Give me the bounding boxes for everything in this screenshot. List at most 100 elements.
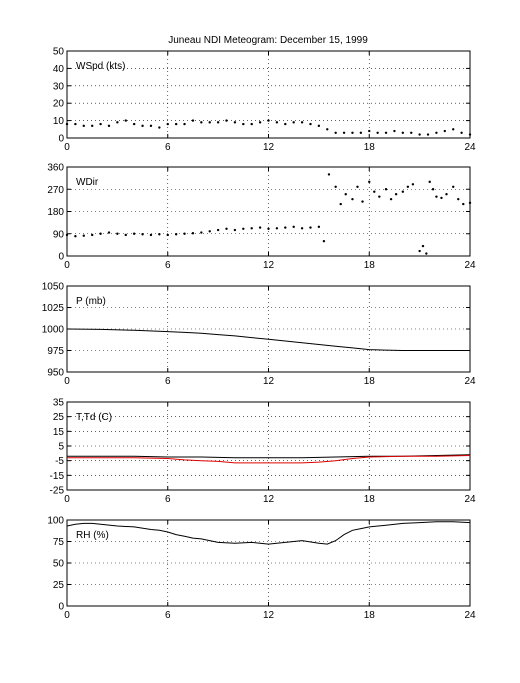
data-point: [394, 192, 398, 196]
x-tick-label: 12: [263, 610, 275, 621]
x-tick-label: 18: [364, 376, 376, 387]
data-point: [401, 190, 405, 193]
data-point: [267, 119, 270, 122]
data-point: [431, 188, 435, 191]
plot-frame: [66, 50, 471, 139]
data-point: [275, 227, 279, 230]
data-point: [342, 131, 346, 134]
data-point: [208, 230, 211, 233]
y-tick-label: 975: [47, 346, 64, 357]
x-tick-label: 0: [64, 260, 70, 271]
y-tick-label: -5: [55, 456, 64, 467]
data-point: [334, 185, 337, 188]
y-tick-label: 100: [47, 516, 64, 527]
data-point: [216, 228, 220, 232]
data-point: [368, 129, 371, 133]
data-point: [200, 231, 203, 234]
x-tick-label: 24: [464, 142, 476, 153]
panel-label: T,Td (C): [76, 412, 112, 423]
data-point: [208, 121, 211, 124]
data-point: [418, 133, 421, 136]
x-tick-label: 12: [263, 142, 275, 153]
data-point: [452, 185, 455, 188]
x-tick-label: 0: [64, 142, 70, 153]
data-point: [384, 131, 388, 134]
data-point: [368, 180, 371, 184]
data-point: [373, 190, 376, 193]
data-point: [428, 180, 431, 184]
x-tick-label: 18: [364, 260, 376, 271]
y-tick-label: 5: [58, 442, 64, 453]
panel-4: 0 6 12 18 24 -25 -15 -5 5 15 25 35 T,Td (C): [50, 398, 476, 506]
y-tick-label: 1000: [42, 325, 65, 336]
y-tick-label: 50: [53, 559, 65, 570]
y-tick-label: 180: [47, 207, 64, 218]
data-point: [82, 234, 85, 237]
panel-3: 0 6 12 18 24 950 975 1000 1025 1050 P (mb): [42, 282, 476, 388]
data-point: [389, 197, 393, 201]
data-point: [440, 196, 443, 200]
data-point: [250, 227, 253, 230]
y-tick-label: -25: [50, 486, 65, 497]
x-tick-label: 12: [263, 494, 275, 505]
data-point: [344, 192, 347, 196]
y-tick-label: 25: [53, 580, 65, 591]
data-point: [90, 233, 94, 237]
data-point: [406, 185, 410, 188]
y-tick-label: 0: [58, 134, 64, 145]
data-point: [393, 129, 396, 133]
data-point: [443, 129, 447, 133]
y-tick-label: 15: [53, 427, 65, 438]
data-point: [166, 122, 169, 126]
y-tick-label: 270: [47, 185, 64, 196]
data-point: [174, 122, 178, 126]
data-point: [258, 121, 262, 124]
data-point: [242, 122, 245, 126]
data-point: [141, 233, 144, 236]
x-tick-label: 18: [364, 610, 376, 621]
x-tick-label: 24: [464, 610, 476, 621]
y-tick-label: 950: [47, 368, 64, 379]
data-point: [158, 233, 161, 236]
panel-1: 0 6 12 18 24 0 10 20 30 40 50 WSpd (kts): [53, 47, 476, 154]
data-point: [250, 122, 253, 126]
data-point: [378, 195, 381, 198]
x-tick-label: 24: [464, 494, 476, 505]
y-tick-label: 10: [53, 116, 65, 127]
x-tick-label: 6: [165, 376, 171, 387]
data-point: [468, 133, 472, 136]
data-point: [445, 192, 448, 196]
data-point: [166, 233, 169, 237]
data-point: [191, 232, 195, 235]
data-point: [99, 232, 102, 235]
panel-label: P (mb): [76, 296, 106, 307]
data-point: [267, 227, 270, 231]
data-point: [309, 226, 312, 229]
panel-label: RH (%): [76, 530, 109, 541]
data-point: [191, 119, 195, 122]
panel-label: WSpd (kts): [76, 61, 125, 72]
data-point: [183, 122, 186, 126]
data-point: [457, 197, 460, 201]
y-tick-label: 360: [47, 163, 64, 174]
data-point: [292, 121, 295, 124]
data-point: [74, 235, 77, 238]
series-line-1: [66, 521, 471, 545]
y-tick-label: 35: [53, 398, 65, 409]
data-point: [300, 121, 304, 124]
panel-label: WDir: [76, 177, 99, 188]
y-tick-label: -15: [50, 471, 65, 482]
data-point: [124, 233, 127, 237]
y-tick-label: 75: [53, 537, 65, 548]
data-point: [82, 124, 85, 128]
y-tick-label: 50: [53, 47, 65, 58]
data-point: [284, 122, 287, 126]
data-point: [116, 121, 119, 124]
data-point: [452, 128, 455, 131]
y-tick-label: 0: [58, 252, 64, 263]
data-point: [317, 225, 321, 229]
data-point: [418, 249, 421, 253]
y-tick-label: 20: [53, 99, 65, 110]
data-point: [309, 122, 312, 126]
